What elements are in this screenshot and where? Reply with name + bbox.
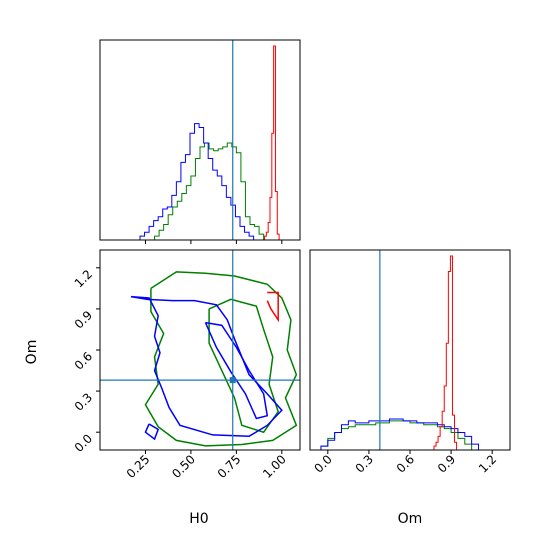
om-histogram-panel	[320, 255, 479, 450]
om-histogram-series-0	[431, 255, 458, 450]
y-axis-label-om: Om	[24, 340, 40, 365]
contour-series-1-0	[130, 295, 283, 438]
truth-layer	[100, 40, 381, 450]
panel-background-top	[100, 40, 300, 240]
contour-series-0-0	[266, 291, 279, 323]
data-layer	[130, 45, 479, 450]
contour-panel	[130, 271, 298, 447]
panel-background-right	[310, 250, 510, 450]
panel-layer	[100, 40, 510, 450]
om-histogram-series-1	[320, 418, 479, 450]
contour-series-1-1	[204, 321, 269, 420]
contour-series-2-1	[208, 298, 280, 434]
h0-histogram-series-0	[264, 45, 280, 240]
x-axis-label-om: Om	[398, 511, 423, 527]
h0-histogram-panel	[139, 45, 280, 240]
x-axis-label-h0: H0	[189, 511, 208, 527]
contour-series-2-0	[144, 271, 298, 447]
panel-frame-top	[99, 39, 301, 241]
truth-marker	[229, 377, 236, 384]
contour-series-1-2	[144, 423, 160, 441]
h0-histogram-series-2	[154, 142, 265, 240]
h0-histogram-series-1	[139, 123, 255, 240]
